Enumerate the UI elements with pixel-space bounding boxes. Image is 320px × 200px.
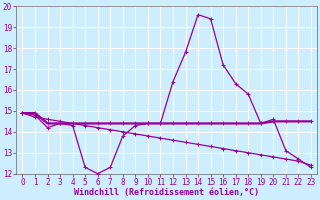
- X-axis label: Windchill (Refroidissement éolien,°C): Windchill (Refroidissement éolien,°C): [74, 188, 259, 197]
